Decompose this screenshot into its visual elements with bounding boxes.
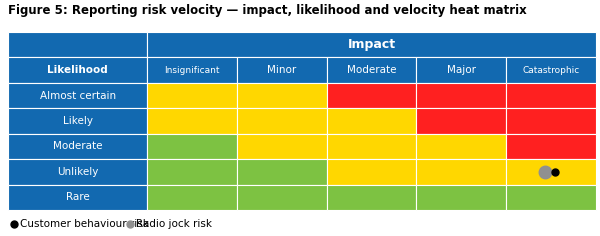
Bar (8, 108, 147, 134)
Bar (506, 185, 596, 210)
Text: Likelihood: Likelihood (47, 65, 108, 75)
Text: Major: Major (447, 65, 476, 75)
Text: Rare: Rare (65, 192, 89, 202)
Bar (326, 57, 416, 83)
Text: Catastrophic: Catastrophic (523, 66, 580, 75)
Bar (416, 83, 506, 108)
Bar (147, 134, 237, 159)
Bar (147, 32, 596, 57)
Bar (8, 159, 147, 185)
Bar (416, 159, 506, 185)
Text: Moderate: Moderate (53, 141, 103, 152)
Text: Figure 5: Reporting risk velocity — impact, likelihood and velocity heat matrix: Figure 5: Reporting risk velocity — impa… (8, 4, 527, 17)
Text: Unlikely: Unlikely (57, 167, 98, 177)
Bar (326, 108, 416, 134)
Bar (237, 57, 326, 83)
Bar (326, 134, 416, 159)
Bar (506, 57, 596, 83)
Bar (326, 83, 416, 108)
Bar (147, 185, 237, 210)
Bar (326, 159, 416, 185)
Bar (237, 108, 326, 134)
Bar (237, 134, 326, 159)
Bar (326, 185, 416, 210)
Bar (416, 108, 506, 134)
Bar (237, 185, 326, 210)
Bar (506, 134, 596, 159)
Bar (8, 83, 147, 108)
Bar (416, 134, 506, 159)
Text: Moderate: Moderate (347, 65, 397, 75)
Bar (147, 108, 237, 134)
Bar (8, 134, 147, 159)
Bar (416, 57, 506, 83)
Text: Almost certain: Almost certain (40, 91, 116, 101)
Text: Radio jock risk: Radio jock risk (136, 219, 212, 229)
Bar (237, 159, 326, 185)
Text: Likely: Likely (62, 116, 92, 126)
Text: Impact: Impact (347, 38, 395, 51)
Bar (8, 185, 147, 210)
Bar (147, 159, 237, 185)
Bar (506, 83, 596, 108)
Bar (147, 57, 237, 83)
Bar (8, 57, 147, 83)
Text: Customer behaviour risk: Customer behaviour risk (20, 219, 149, 229)
Bar (8, 32, 147, 57)
Bar (416, 185, 506, 210)
Bar (147, 83, 237, 108)
Bar (237, 83, 326, 108)
Bar (506, 159, 596, 185)
Text: Minor: Minor (267, 65, 296, 75)
Bar (506, 108, 596, 134)
Text: Insignificant: Insignificant (164, 66, 220, 75)
